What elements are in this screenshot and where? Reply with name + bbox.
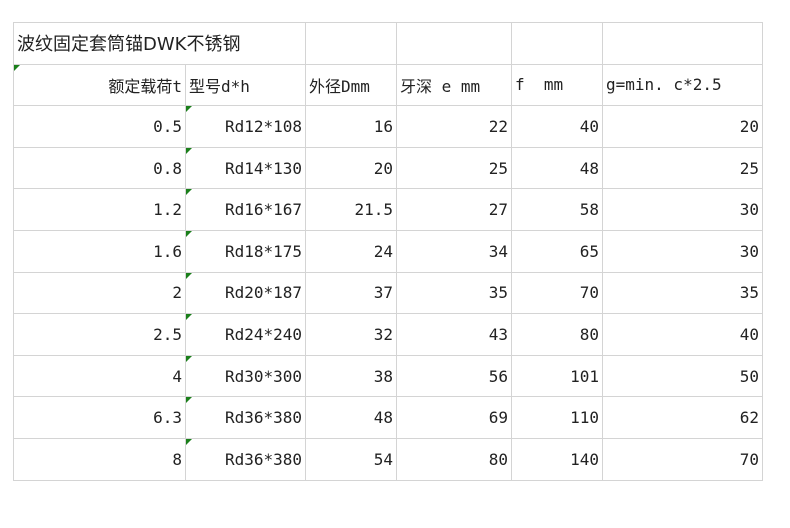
cell-g[interactable]: 30 (602, 188, 763, 231)
cell-load[interactable]: 6.3 (13, 396, 186, 439)
table-row: 8 Rd36*380 54 80 140 70 (13, 437, 763, 481)
cell-thread-depth[interactable]: 27 (396, 188, 512, 231)
cell-model[interactable]: Rd30*300 (185, 354, 306, 398)
cell-model[interactable]: Rd24*240 (185, 313, 306, 356)
cell-g[interactable]: 20 (602, 105, 763, 148)
cell-thread-depth[interactable]: 25 (396, 146, 512, 190)
cell-f[interactable]: 101 (511, 354, 603, 398)
cell-diameter[interactable]: 54 (305, 437, 397, 481)
empty-cell[interactable] (511, 22, 603, 65)
cell-model[interactable]: Rd20*187 (185, 271, 306, 315)
table-row: 0.8 Rd14*130 20 25 48 25 (13, 146, 763, 190)
cell-f[interactable]: 110 (511, 396, 603, 439)
header-cell-thread-depth[interactable]: 牙深 e mm (396, 63, 512, 107)
cell-load[interactable]: 8 (13, 437, 186, 481)
empty-cell[interactable] (305, 22, 397, 65)
cell-load[interactable]: 4 (13, 354, 186, 398)
table-row: 4 Rd30*300 38 56 101 50 (13, 354, 763, 398)
empty-cell[interactable] (602, 22, 763, 65)
cell-diameter[interactable]: 37 (305, 271, 397, 315)
title-row: 波纹固定套筒锚DWK不锈钢 (13, 22, 763, 65)
cell-diameter[interactable]: 24 (305, 229, 397, 273)
title-cell[interactable]: 波纹固定套筒锚DWK不锈钢 (13, 22, 306, 65)
table-row: 6.3 Rd36*380 48 69 110 62 (13, 396, 763, 439)
cell-load[interactable]: 0.8 (13, 146, 186, 190)
cell-load[interactable]: 0.5 (13, 105, 186, 148)
table-row: 2 Rd20*187 37 35 70 35 (13, 271, 763, 315)
cell-g[interactable]: 30 (602, 229, 763, 273)
cell-g[interactable]: 25 (602, 146, 763, 190)
cell-model[interactable]: Rd18*175 (185, 229, 306, 273)
table-row: 1.2 Rd16*167 21.5 27 58 30 (13, 188, 763, 231)
header-cell-f[interactable]: f mm (511, 63, 603, 107)
cell-f[interactable]: 40 (511, 105, 603, 148)
cell-f[interactable]: 70 (511, 271, 603, 315)
cell-diameter[interactable]: 21.5 (305, 188, 397, 231)
header-row: 额定载荷t 型号d*h 外径Dmm 牙深 e mm f mm g=min. c*… (13, 63, 763, 107)
cell-model[interactable]: Rd14*130 (185, 146, 306, 190)
cell-thread-depth[interactable]: 35 (396, 271, 512, 315)
cell-model[interactable]: Rd12*108 (185, 105, 306, 148)
empty-cell[interactable] (396, 22, 512, 65)
header-cell-diameter[interactable]: 外径Dmm (305, 63, 397, 107)
cell-g[interactable]: 40 (602, 313, 763, 356)
table-row: 1.6 Rd18*175 24 34 65 30 (13, 229, 763, 273)
cell-g[interactable]: 50 (602, 354, 763, 398)
cell-load[interactable]: 1.2 (13, 188, 186, 231)
cell-f[interactable]: 58 (511, 188, 603, 231)
cell-thread-depth[interactable]: 56 (396, 354, 512, 398)
spreadsheet-table: 波纹固定套筒锚DWK不锈钢 额定载荷t 型号d*h 外径Dmm 牙深 e mm … (13, 22, 763, 481)
cell-diameter[interactable]: 48 (305, 396, 397, 439)
cell-load[interactable]: 1.6 (13, 229, 186, 273)
table-row: 2.5 Rd24*240 32 43 80 40 (13, 313, 763, 356)
cell-g[interactable]: 35 (602, 271, 763, 315)
cell-model[interactable]: Rd36*380 (185, 396, 306, 439)
cell-load[interactable]: 2.5 (13, 313, 186, 356)
cell-load[interactable]: 2 (13, 271, 186, 315)
cell-diameter[interactable]: 20 (305, 146, 397, 190)
cell-f[interactable]: 48 (511, 146, 603, 190)
cell-diameter[interactable]: 32 (305, 313, 397, 356)
header-cell-g[interactable]: g=min. c*2.5 (602, 63, 763, 107)
header-cell-load[interactable]: 额定载荷t (13, 63, 186, 107)
cell-model[interactable]: Rd36*380 (185, 437, 306, 481)
cell-thread-depth[interactable]: 69 (396, 396, 512, 439)
cell-f[interactable]: 80 (511, 313, 603, 356)
header-cell-model[interactable]: 型号d*h (185, 63, 306, 107)
cell-f[interactable]: 140 (511, 437, 603, 481)
cell-f[interactable]: 65 (511, 229, 603, 273)
cell-g[interactable]: 62 (602, 396, 763, 439)
cell-diameter[interactable]: 16 (305, 105, 397, 148)
cell-thread-depth[interactable]: 43 (396, 313, 512, 356)
cell-thread-depth[interactable]: 22 (396, 105, 512, 148)
cell-thread-depth[interactable]: 34 (396, 229, 512, 273)
cell-thread-depth[interactable]: 80 (396, 437, 512, 481)
cell-g[interactable]: 70 (602, 437, 763, 481)
table-row: 0.5 Rd12*108 16 22 40 20 (13, 105, 763, 148)
cell-model[interactable]: Rd16*167 (185, 188, 306, 231)
cell-diameter[interactable]: 38 (305, 354, 397, 398)
